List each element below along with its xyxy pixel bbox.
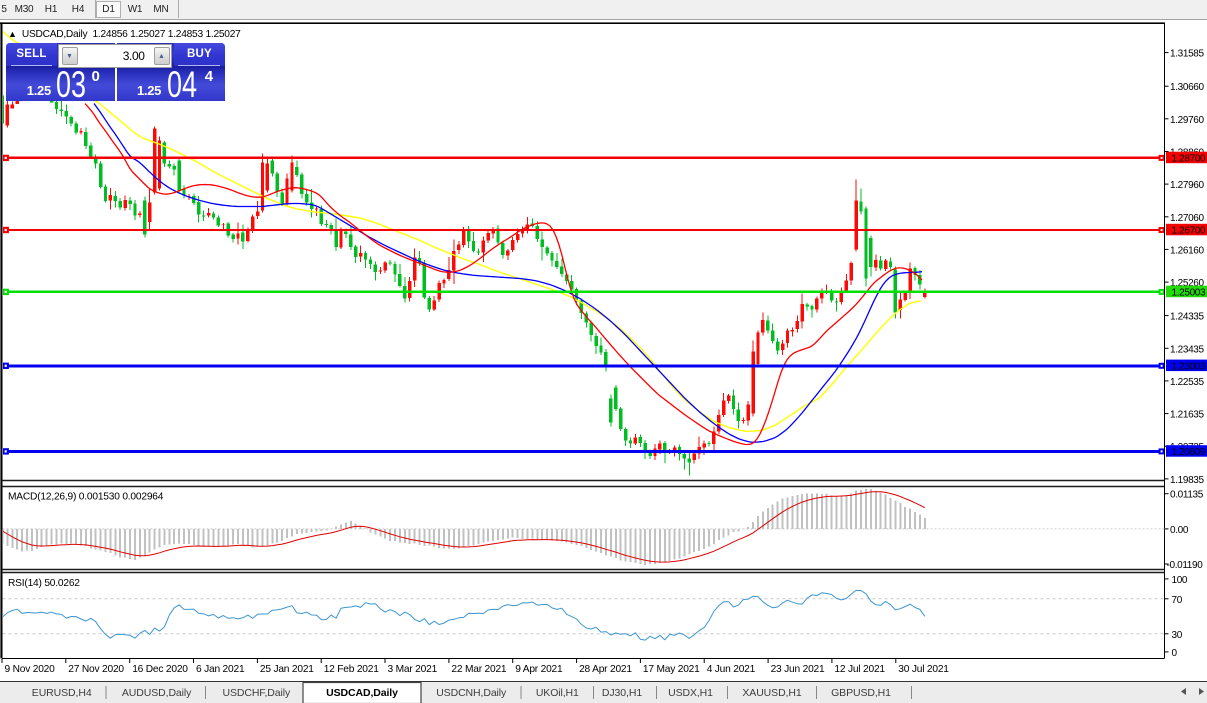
svg-text:MACD(12,26,9) 0.001530 0.00296: MACD(12,26,9) 0.001530 0.002964 — [8, 492, 164, 503]
svg-text:12 Jul 2021: 12 Jul 2021 — [834, 664, 885, 675]
svg-text:4 Jun 2021: 4 Jun 2021 — [707, 664, 756, 675]
svg-text:1.23003: 1.23003 — [1172, 361, 1206, 372]
svg-text:0.00: 0.00 — [1170, 525, 1189, 536]
svg-text:0: 0 — [1172, 648, 1178, 659]
svg-text:25 Jan 2021: 25 Jan 2021 — [260, 664, 314, 675]
svg-text:1.22535: 1.22535 — [1170, 377, 1204, 388]
svg-text:3 Mar 2021: 3 Mar 2021 — [388, 664, 438, 675]
svg-text:1.23435: 1.23435 — [1170, 344, 1204, 355]
svg-text:1.25003: 1.25003 — [1172, 287, 1206, 298]
svg-text:30: 30 — [1172, 630, 1183, 641]
svg-text:27 Nov 2020: 27 Nov 2020 — [68, 664, 124, 675]
svg-text:-0.01190: -0.01190 — [1167, 560, 1204, 571]
svg-text:1.28700: 1.28700 — [1172, 153, 1206, 164]
svg-text:17 May 2021: 17 May 2021 — [643, 664, 700, 675]
svg-text:1.20609: 1.20609 — [1172, 447, 1206, 458]
svg-text:12 Feb 2021: 12 Feb 2021 — [324, 664, 380, 675]
svg-text:23 Jun 2021: 23 Jun 2021 — [771, 664, 825, 675]
svg-text:1.27060: 1.27060 — [1170, 213, 1204, 224]
svg-text:1.26160: 1.26160 — [1170, 245, 1204, 256]
svg-text:1.24335: 1.24335 — [1170, 312, 1204, 323]
svg-text:RSI(14) 50.0262: RSI(14) 50.0262 — [8, 578, 80, 589]
svg-text:1.25260: 1.25260 — [1170, 278, 1204, 289]
svg-text:6 Jan 2021: 6 Jan 2021 — [196, 664, 245, 675]
svg-text:9 Nov 2020: 9 Nov 2020 — [5, 664, 56, 675]
svg-text:1.31585: 1.31585 — [1170, 49, 1204, 60]
svg-text:0.01135: 0.01135 — [1170, 490, 1204, 501]
svg-text:1.29760: 1.29760 — [1170, 115, 1204, 126]
svg-text:70: 70 — [1172, 595, 1183, 606]
svg-text:1.21635: 1.21635 — [1170, 410, 1204, 421]
svg-text:1.30660: 1.30660 — [1170, 82, 1204, 93]
svg-text:16 Dec 2020: 16 Dec 2020 — [132, 664, 188, 675]
svg-text:28 Apr 2021: 28 Apr 2021 — [579, 664, 632, 675]
svg-text:100: 100 — [1172, 575, 1188, 586]
svg-text:30 Jul 2021: 30 Jul 2021 — [898, 664, 949, 675]
svg-text:1.27960: 1.27960 — [1170, 180, 1204, 191]
svg-text:1.26700: 1.26700 — [1172, 226, 1206, 237]
svg-text:1.19835: 1.19835 — [1170, 475, 1204, 486]
svg-text:22 Mar 2021: 22 Mar 2021 — [451, 664, 507, 675]
svg-text:9 Apr 2021: 9 Apr 2021 — [515, 664, 563, 675]
